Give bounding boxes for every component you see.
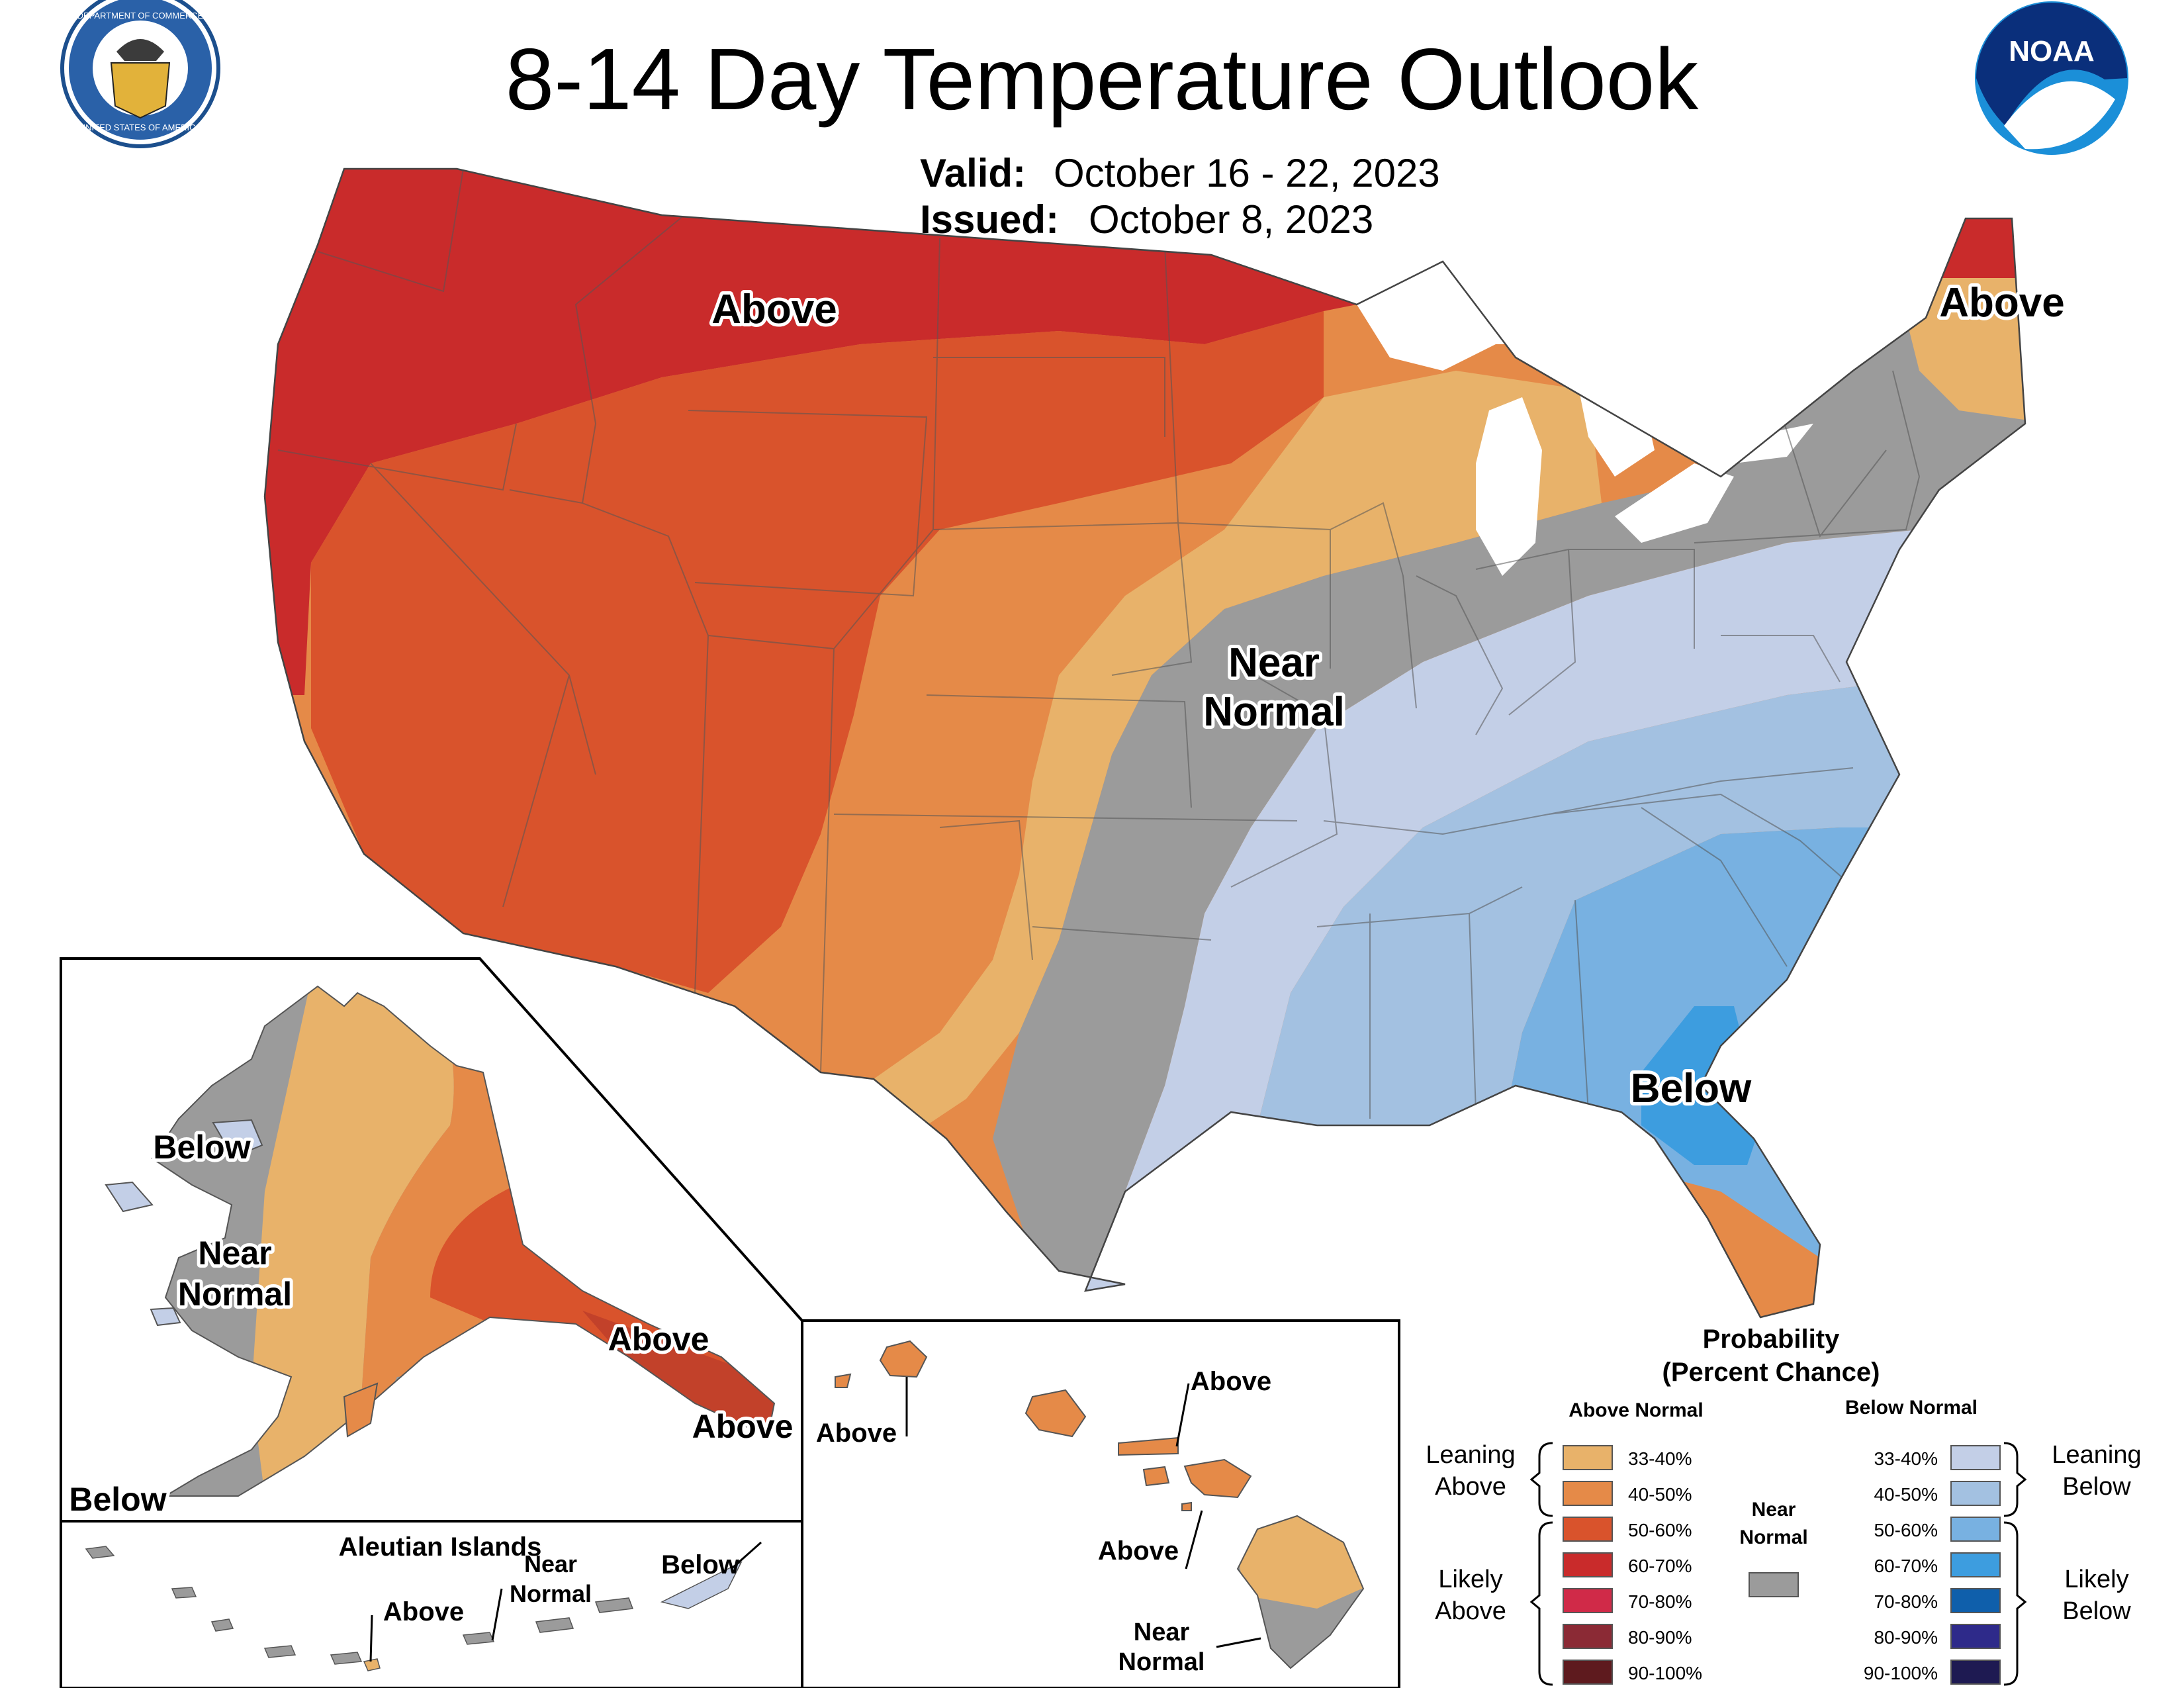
- valid-value: October 16 - 22, 2023: [1054, 151, 1440, 195]
- aleutian-near-line2: Normal: [510, 1580, 592, 1607]
- legend-below-swatch-label-5: 80-90%: [1874, 1627, 1938, 1648]
- hawaii-near-line2: Normal: [1118, 1648, 1205, 1676]
- legend-below-header: Below Normal: [1845, 1397, 1978, 1419]
- legend-likely-above-line2: Above: [1435, 1597, 1506, 1625]
- legend-likely-below-line2: Below: [2062, 1597, 2131, 1625]
- header: 8-14 Day Temperature Outlook Valid: Octo…: [60, 0, 2128, 242]
- legend-above-header: Above Normal: [1569, 1399, 1703, 1421]
- seal-text-bottom: UNITED STATES OF AMERICA: [79, 122, 202, 132]
- legend-below-swatch-4: [1950, 1588, 2001, 1613]
- legend-near-normal-swatch: [1749, 1572, 1799, 1597]
- legend-above-swatch-5: [1563, 1624, 1613, 1649]
- department-of-commerce-seal-icon: DEPARTMENT OF COMMERCE UNITED STATES OF …: [60, 0, 220, 148]
- legend: Probability (Percent Chance) Above Norma…: [1426, 1325, 2142, 1686]
- aleutian-near-line1: Near: [524, 1550, 577, 1577]
- legend-above-swatch-6: [1563, 1660, 1613, 1685]
- legend-above-swatch-label-3: 60-70%: [1628, 1556, 1692, 1576]
- seal-text-top: DEPARTMENT OF COMMERCE: [77, 11, 204, 21]
- aleutian-title: Aleutian Islands: [339, 1532, 542, 1562]
- legend-leaning-above-line1: Leaning: [1426, 1441, 1515, 1469]
- near-normal-label-line1: Near: [1228, 640, 1320, 686]
- hawaii-above-label-3: Above: [1098, 1536, 1179, 1566]
- legend-above-swatch-label-4: 70-80%: [1628, 1591, 1692, 1612]
- legend-likely-below-line1: Likely: [2064, 1566, 2128, 1593]
- noaa-logo-text: NOAA: [2009, 35, 2095, 68]
- legend-above-swatch-label-2: 50-60%: [1628, 1520, 1692, 1540]
- legend-below-swatch-label-4: 70-80%: [1874, 1591, 1938, 1612]
- legend-below-swatch-label-0: 33-40%: [1874, 1448, 1938, 1469]
- alaska-near-normal-line1: Near: [198, 1235, 271, 1272]
- legend-above-swatch-3: [1563, 1552, 1613, 1577]
- alaska-below-label: Below: [153, 1129, 250, 1166]
- legend-title-line2: (Percent Chance): [1662, 1358, 1880, 1387]
- legend-below-swatch-label-1: 40-50%: [1874, 1484, 1938, 1505]
- hawaii-inset: Above Above Above Near Normal: [801, 1319, 1400, 1688]
- issued-value: October 8, 2023: [1089, 197, 1373, 242]
- legend-above-swatch-label-5: 80-90%: [1628, 1627, 1692, 1648]
- legend-below-swatch-1: [1950, 1481, 2001, 1506]
- legend-below-swatch-label-2: 50-60%: [1874, 1520, 1938, 1540]
- legend-likely-above-line1: Likely: [1438, 1566, 1502, 1593]
- maine-above-label: Above: [1939, 280, 2064, 326]
- issued-label: Issued:: [920, 197, 1059, 242]
- legend-above-swatch-1: [1563, 1481, 1613, 1506]
- page-title: 8-14 Day Temperature Outlook: [506, 30, 1699, 128]
- legend-below-swatch-5: [1950, 1624, 2001, 1649]
- alaska-near-normal-line2: Normal: [178, 1276, 292, 1313]
- aleutian-inset: Aleutian Islands Above Near Normal Below: [60, 1520, 803, 1688]
- legend-above-swatch-label-1: 40-50%: [1628, 1484, 1692, 1505]
- hawaii-near-line1: Near: [1134, 1618, 1190, 1646]
- legend-near-line2: Normal: [1739, 1526, 1807, 1548]
- noaa-logo-icon: NOAA: [1975, 1, 2128, 155]
- legend-below-swatch-2: [1950, 1517, 2001, 1542]
- valid-label: Valid:: [920, 151, 1026, 195]
- legend-above-swatch-label-6: 90-100%: [1628, 1663, 1702, 1683]
- legend-below-swatch-6: [1950, 1660, 2001, 1685]
- near-normal-label-line2: Normal: [1203, 689, 1345, 735]
- legend-above-swatch-4: [1563, 1588, 1613, 1613]
- legend-title-line1: Probability: [1703, 1325, 1840, 1354]
- legend-below-swatches: 33-40% 40-50% 50-60% 60-70% 70-80% 80-90% 90-1…: [1864, 1445, 2001, 1685]
- legend-above-swatch-label-0: 33-40%: [1628, 1448, 1692, 1469]
- legend-near-line1: Near: [1752, 1499, 1796, 1521]
- legend-leaning-below-line1: Leaning: [2052, 1441, 2141, 1469]
- alaska-below-label-2: Below: [69, 1481, 166, 1518]
- hawaii-above-label-2: Above: [1191, 1367, 1271, 1396]
- legend-below-swatch-label-3: 60-70%: [1874, 1556, 1938, 1576]
- conus-above-label: Above: [711, 287, 837, 332]
- aleutian-below-label: Below: [661, 1550, 740, 1579]
- legend-below-swatch-0: [1950, 1445, 2001, 1470]
- legend-leaning-above-line2: Above: [1435, 1473, 1506, 1501]
- legend-below-swatch-3: [1950, 1552, 2001, 1577]
- conus-below-label: Below: [1631, 1066, 1752, 1111]
- aleutian-above-label: Above: [383, 1597, 464, 1626]
- legend-above-swatches: 33-40% 40-50% 50-60% 60-70% 70-80% 80-90% 90-1…: [1563, 1445, 1702, 1685]
- alaska-inset: Below Near Normal Above Above Below: [60, 957, 803, 1523]
- hawaii-above-label-1: Above: [816, 1419, 897, 1448]
- legend-below-swatch-label-6: 90-100%: [1864, 1663, 1938, 1683]
- alaska-above-label-1: Above: [608, 1321, 709, 1358]
- legend-leaning-below-line2: Below: [2062, 1473, 2131, 1501]
- legend-above-swatch-0: [1563, 1445, 1613, 1470]
- legend-above-swatch-2: [1563, 1517, 1613, 1542]
- alaska-above-label-2: Above: [692, 1408, 794, 1445]
